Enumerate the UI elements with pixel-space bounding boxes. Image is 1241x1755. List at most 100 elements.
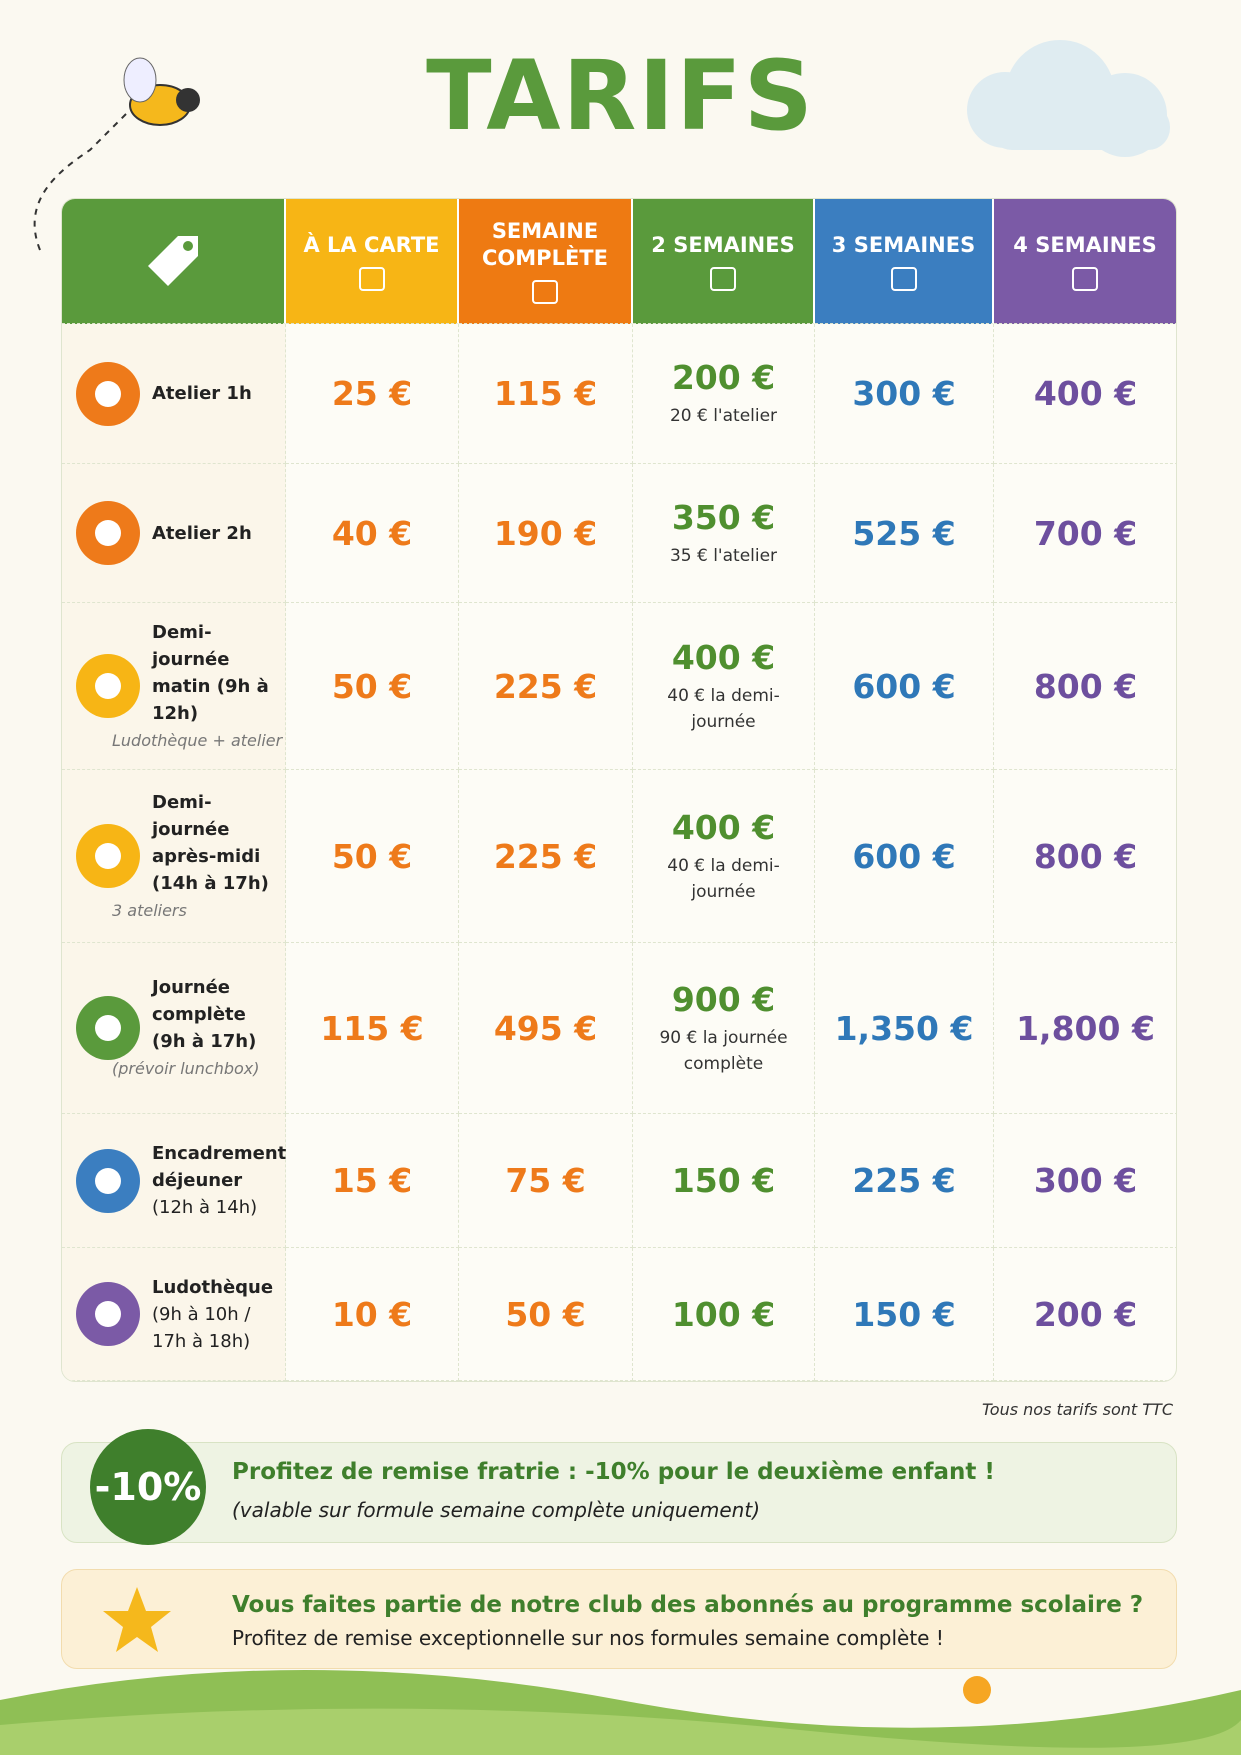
price: 225 €	[493, 666, 598, 706]
cloud	[967, 40, 1170, 157]
row-label-cell: Demi-journée matin (9h à 12h) Ludothèque …	[62, 603, 286, 770]
icon-glyph	[95, 843, 121, 869]
column-title: 3 SEMAINES	[831, 232, 976, 257]
column-title: À LA CARTE	[303, 232, 440, 257]
price-cell: 115 €	[286, 943, 459, 1114]
club-box: Vous faites partie de notre club des abo…	[61, 1569, 1177, 1669]
column-icon	[532, 280, 558, 304]
price-cell: 600 €	[815, 603, 994, 770]
row-label-text: Encadrement déjeuner (12h à 14h)	[152, 1140, 287, 1221]
price-cell: 600 €	[815, 770, 994, 943]
price: 25 €	[331, 374, 413, 413]
price: 800 €	[1033, 666, 1138, 706]
price: 900 €	[671, 979, 776, 1019]
price-detail: 40 € la demi-journée	[667, 685, 780, 732]
price-cell: 40 €	[286, 464, 459, 603]
price: 150 €	[671, 1161, 776, 1200]
row-note: Ludothèque + atelier	[112, 730, 283, 750]
price: 300 €	[852, 374, 956, 413]
price: 10 €	[331, 1294, 413, 1334]
price-cell: 15 €	[286, 1114, 459, 1248]
price: 50 €	[331, 836, 413, 876]
price-cell: 75 €	[459, 1114, 633, 1248]
price: 75 €	[505, 1161, 586, 1200]
column-icon	[358, 266, 385, 291]
price-detail: 20 € l'atelier	[669, 406, 778, 426]
column-title: 2 SEMAINES	[651, 232, 795, 257]
column-header: À LA CARTE	[286, 199, 459, 324]
price-cell: 50 €	[459, 1248, 633, 1381]
row-label: Atelier 1h	[152, 383, 252, 404]
bee	[123, 57, 200, 126]
price-detail: 35 € l'atelier	[669, 545, 778, 566]
price-cell: 700 €	[994, 464, 1176, 603]
row-note: 3 ateliers	[112, 900, 187, 920]
row-label-text: Demi-journée matin (9h à 12h) Ludothèque …	[112, 619, 282, 754]
icon-glyph	[95, 520, 121, 546]
column-icon	[890, 266, 917, 291]
price-detail: 90 € la journée complète	[659, 1027, 788, 1074]
price-cell: 50 €	[286, 603, 459, 770]
price-cell: 350 € 35 € l'atelier	[633, 464, 815, 603]
row-label: Journée complète (9h à 17h)	[152, 977, 257, 1052]
row-label-cell: Journée complète (9h à 17h) (prévoir lunc…	[62, 943, 286, 1114]
promo-badge: -10%	[90, 1429, 206, 1545]
column-title: 4 SEMAINES	[1013, 232, 1157, 257]
icon-glyph	[95, 673, 121, 699]
price-cell: 900 € 90 € la journée complète	[633, 943, 815, 1114]
row-label-cell: Encadrement déjeuner (12h à 14h)	[62, 1114, 286, 1248]
price: 115 €	[320, 1008, 424, 1048]
price: 525 €	[852, 513, 956, 553]
price: 150 €	[852, 1294, 956, 1334]
tag-icon	[148, 236, 198, 286]
price: 1,800 €	[1016, 1008, 1155, 1048]
club-text: Profitez de remise exceptionnelle sur no…	[232, 1626, 944, 1650]
price-cell: 800 €	[994, 603, 1176, 770]
row-sublabel: (12h à 14h)	[152, 1197, 258, 1218]
price-cell: 150 €	[815, 1248, 994, 1381]
price-cell: 200 € 20 € l'atelier	[633, 324, 815, 464]
price: 115 €	[493, 374, 598, 413]
price: 400 €	[671, 637, 776, 677]
price-cell: 225 €	[459, 770, 633, 943]
price: 200 €	[671, 358, 776, 397]
price-cell: 115 €	[459, 324, 633, 464]
price: 40 €	[331, 513, 413, 553]
price-detail: 40 € la demi-journée	[667, 855, 780, 902]
row-icon	[76, 996, 140, 1060]
star-icon	[103, 1587, 171, 1652]
header-corner	[62, 199, 286, 324]
price: 700 €	[1033, 513, 1138, 553]
title: TARIFS	[426, 40, 815, 152]
row-label: Demi-journée matin (9h à 12h)	[152, 621, 269, 724]
row-icon	[76, 1282, 140, 1346]
row-sublabel: (9h à 10h / 17h à 18h)	[152, 1303, 251, 1352]
price-cell: 200 €	[994, 1248, 1176, 1381]
icon-glyph	[95, 380, 121, 407]
promo-title: Profitez de remise fratrie : -10% pour l…	[232, 1459, 995, 1485]
price: 350 €	[671, 497, 776, 537]
price: 225 €	[493, 836, 598, 876]
price: 1,350 €	[834, 1008, 974, 1048]
column-title: SEMAINE COMPLÈTE	[482, 219, 608, 270]
row-label-cell: Atelier 1h	[62, 324, 286, 464]
price-cell: 495 €	[459, 943, 633, 1114]
price: 600 €	[852, 836, 956, 876]
price-cell: 225 €	[815, 1114, 994, 1248]
row-label-text: Atelier 2h	[152, 520, 252, 547]
price: 200 €	[1033, 1294, 1138, 1334]
column-icon	[1072, 266, 1098, 291]
price-cell: 10 €	[286, 1248, 459, 1381]
hills-front	[0, 1708, 1241, 1755]
price: 15 €	[331, 1161, 413, 1200]
row-label-text: Atelier 1h	[152, 380, 252, 407]
footnote: Tous nos tarifs sont TTC	[982, 1400, 1173, 1419]
row-label: Encadrement déjeuner	[152, 1143, 287, 1191]
price-cell: 100 €	[633, 1248, 815, 1381]
row-label-text: Ludothèque (9h à 10h / 17h à 18h)	[152, 1274, 282, 1355]
promo-box: -10% Profitez de remise fratrie : -10% p…	[61, 1429, 1177, 1545]
price: 400 €	[1033, 374, 1138, 413]
